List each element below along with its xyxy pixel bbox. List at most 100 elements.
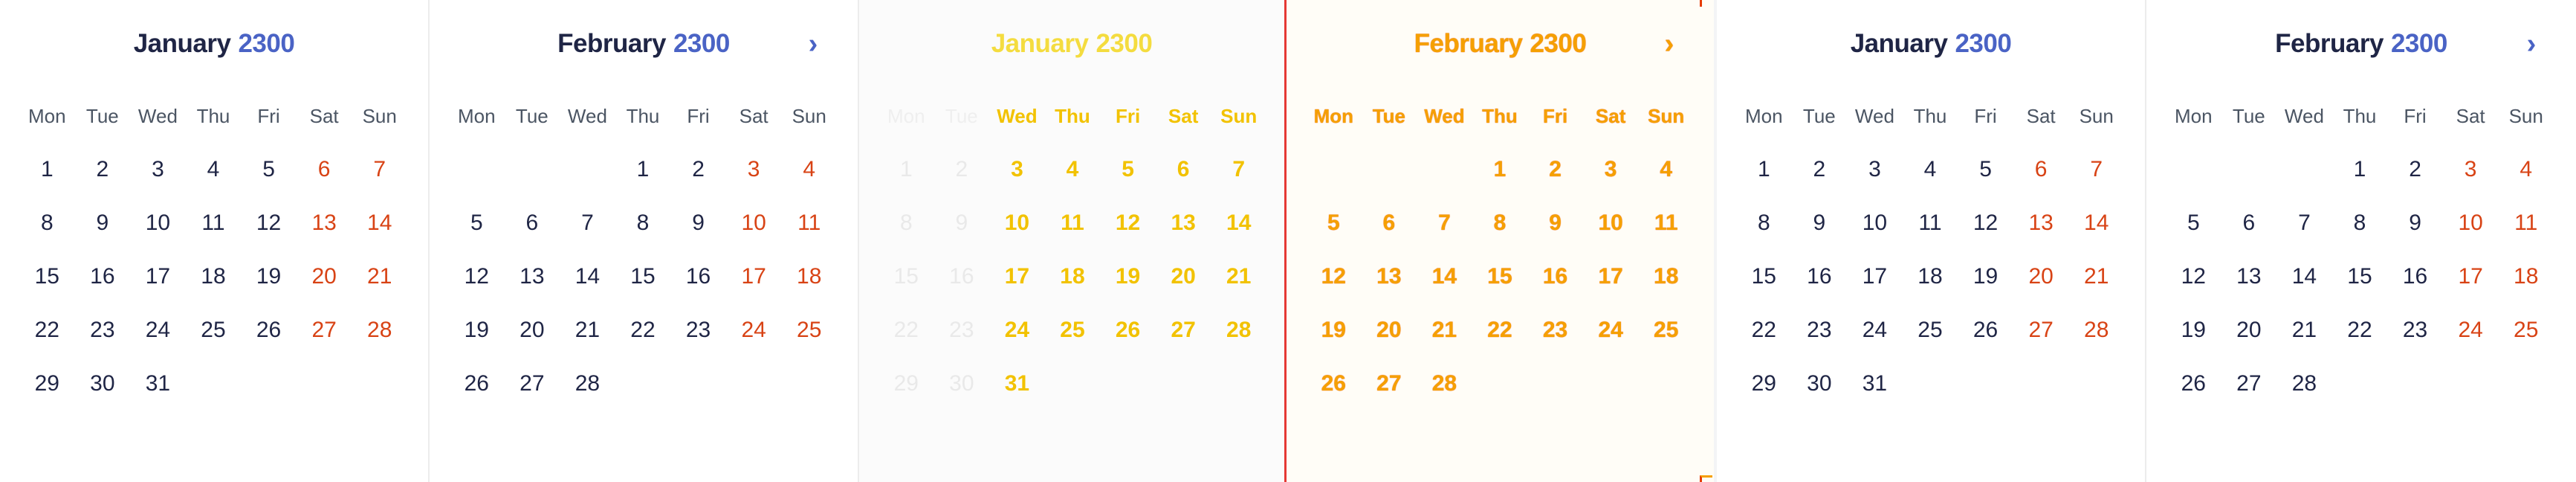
day-cell-weekend[interactable]: 3 xyxy=(2464,157,2477,181)
year-label[interactable]: 2300 xyxy=(2390,29,2447,58)
day-cell[interactable]: 15 xyxy=(1751,264,1776,289)
chevron-right-icon[interactable]: › xyxy=(808,28,818,60)
day-cell[interactable]: 2 xyxy=(1813,157,1826,181)
day-cell-weekend[interactable]: 11 xyxy=(797,211,821,235)
day-cell-weekend[interactable]: 14 xyxy=(1226,211,1252,235)
day-cell[interactable]: 19 xyxy=(464,318,489,342)
day-cell[interactable]: 22 xyxy=(630,318,656,342)
day-cell[interactable]: 28 xyxy=(575,371,601,396)
day-cell[interactable]: 9 xyxy=(1549,211,1562,235)
day-cell[interactable]: 3 xyxy=(1011,157,1023,181)
day-cell-weekend[interactable]: 20 xyxy=(2028,264,2054,289)
day-cell-weekend[interactable]: 10 xyxy=(741,211,766,235)
day-cell[interactable]: 22 xyxy=(893,318,919,342)
day-cell[interactable]: 1 xyxy=(40,157,54,181)
day-cell[interactable]: 26 xyxy=(1321,371,1346,396)
day-cell[interactable]: 6 xyxy=(525,211,539,235)
day-cell[interactable]: 3 xyxy=(1868,157,1881,181)
day-cell-weekend[interactable]: 20 xyxy=(1171,264,1196,289)
day-cell[interactable]: 1 xyxy=(1493,157,1507,181)
day-cell-weekend[interactable]: 25 xyxy=(797,318,822,342)
day-cell[interactable]: 9 xyxy=(96,211,109,235)
day-cell[interactable]: 29 xyxy=(34,371,59,396)
day-cell[interactable]: 1 xyxy=(636,157,650,181)
day-cell-weekend[interactable]: 28 xyxy=(2084,318,2109,342)
day-cell[interactable]: 15 xyxy=(34,264,59,289)
day-cell[interactable]: 6 xyxy=(1382,211,1396,235)
day-cell[interactable]: 7 xyxy=(581,211,594,235)
day-cell[interactable]: 13 xyxy=(2236,264,2262,289)
day-cell-weekend[interactable]: 3 xyxy=(1604,157,1617,181)
day-cell[interactable]: 23 xyxy=(90,318,115,342)
day-cell[interactable]: 25 xyxy=(201,318,226,342)
day-cell-weekend[interactable]: 4 xyxy=(2520,157,2533,181)
day-cell[interactable]: 13 xyxy=(520,264,545,289)
day-cell-weekend[interactable]: 14 xyxy=(367,211,392,235)
day-cell[interactable]: 11 xyxy=(201,211,225,235)
day-cell[interactable]: 7 xyxy=(1438,211,1451,235)
day-cell[interactable]: 5 xyxy=(1327,211,1340,235)
day-cell[interactable]: 23 xyxy=(2402,318,2428,342)
day-cell[interactable]: 26 xyxy=(1973,318,1999,342)
day-cell[interactable]: 18 xyxy=(1060,264,1085,289)
day-cell[interactable]: 29 xyxy=(1751,371,1776,396)
day-cell[interactable]: 9 xyxy=(955,211,968,235)
day-cell[interactable]: 23 xyxy=(1542,318,1568,342)
day-cell-weekend[interactable]: 11 xyxy=(2514,211,2538,235)
day-cell[interactable]: 2 xyxy=(692,157,705,181)
day-cell[interactable]: 9 xyxy=(1813,211,1826,235)
day-cell[interactable]: 9 xyxy=(2409,211,2421,235)
year-label[interactable]: 2300 xyxy=(1530,29,1587,58)
day-cell[interactable]: 3 xyxy=(152,157,164,181)
day-cell[interactable]: 10 xyxy=(145,211,171,235)
day-cell[interactable]: 8 xyxy=(899,211,913,235)
day-cell[interactable]: 24 xyxy=(145,318,171,342)
day-cell-weekend[interactable]: 7 xyxy=(2090,157,2103,181)
day-cell[interactable]: 26 xyxy=(1115,318,1141,342)
day-cell[interactable]: 16 xyxy=(949,264,974,289)
day-cell[interactable]: 12 xyxy=(2181,264,2206,289)
day-cell[interactable]: 16 xyxy=(685,264,711,289)
day-cell[interactable]: 12 xyxy=(1973,211,1999,235)
day-cell[interactable]: 22 xyxy=(1487,318,1512,342)
day-cell-weekend[interactable]: 21 xyxy=(2084,264,2109,289)
day-cell-weekend[interactable]: 6 xyxy=(2034,157,2048,181)
chevron-right-icon[interactable]: › xyxy=(2526,28,2537,60)
day-cell[interactable]: 1 xyxy=(899,157,913,181)
day-cell[interactable]: 5 xyxy=(262,157,275,181)
day-cell[interactable]: 10 xyxy=(1862,211,1888,235)
day-cell[interactable]: 22 xyxy=(2347,318,2372,342)
day-cell[interactable]: 20 xyxy=(1376,318,1402,342)
day-cell[interactable]: 25 xyxy=(1060,318,1085,342)
day-cell[interactable]: 19 xyxy=(1115,264,1141,289)
day-cell[interactable]: 19 xyxy=(256,264,282,289)
day-cell[interactable]: 25 xyxy=(1918,318,1943,342)
day-cell[interactable]: 22 xyxy=(1751,318,1776,342)
day-cell[interactable]: 17 xyxy=(1862,264,1888,289)
day-cell[interactable]: 4 xyxy=(1066,157,1079,181)
day-cell[interactable]: 31 xyxy=(1004,371,1030,396)
day-cell[interactable]: 20 xyxy=(520,318,545,342)
day-cell[interactable]: 16 xyxy=(1542,264,1568,289)
day-cell[interactable]: 5 xyxy=(470,211,483,235)
day-cell-weekend[interactable]: 6 xyxy=(1177,157,1190,181)
day-cell-weekend[interactable]: 3 xyxy=(747,157,760,181)
day-cell-weekend[interactable]: 7 xyxy=(1232,157,1246,181)
day-cell[interactable]: 11 xyxy=(1918,211,1942,235)
day-cell[interactable]: 26 xyxy=(2181,371,2206,396)
day-cell-weekend[interactable]: 25 xyxy=(1654,318,1679,342)
day-cell-weekend[interactable]: 21 xyxy=(367,264,392,289)
day-cell[interactable]: 15 xyxy=(893,264,919,289)
year-label[interactable]: 2300 xyxy=(673,29,730,58)
day-cell[interactable]: 23 xyxy=(949,318,974,342)
year-label[interactable]: 2300 xyxy=(1096,29,1153,58)
day-cell[interactable]: 18 xyxy=(1918,264,1943,289)
day-cell[interactable]: 17 xyxy=(145,264,171,289)
day-cell[interactable]: 15 xyxy=(2347,264,2372,289)
day-cell[interactable]: 27 xyxy=(520,371,545,396)
day-cell[interactable]: 30 xyxy=(949,371,974,396)
day-cell[interactable]: 1 xyxy=(1757,157,1770,181)
day-cell[interactable]: 16 xyxy=(90,264,115,289)
day-cell-weekend[interactable]: 10 xyxy=(2458,211,2483,235)
day-cell[interactable]: 8 xyxy=(1757,211,1770,235)
